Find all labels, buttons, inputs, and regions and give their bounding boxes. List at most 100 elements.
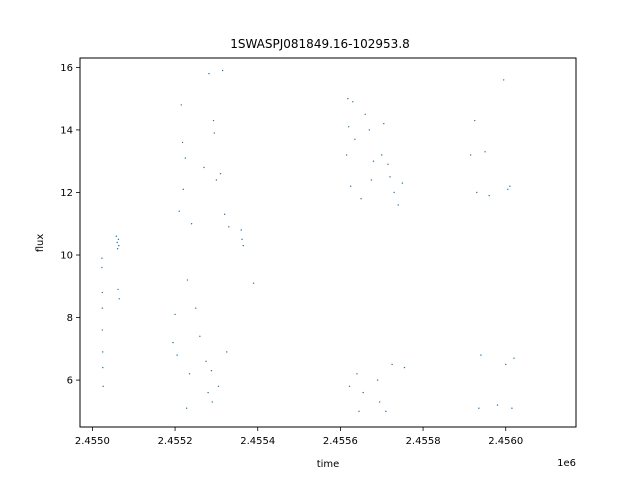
data-point (381, 154, 383, 156)
data-point (101, 329, 104, 331)
data-point (203, 166, 205, 169)
x-tick-label: 2.4550 (75, 436, 110, 447)
data-point (389, 176, 391, 178)
data-point (228, 226, 230, 228)
data-point (478, 407, 480, 409)
data-point (352, 101, 354, 103)
data-point (221, 69, 224, 72)
data-point (208, 72, 210, 75)
y-tick-label: 16 (60, 63, 73, 74)
data-point (115, 235, 118, 237)
data-point (474, 119, 476, 122)
data-point (102, 351, 104, 353)
data-point (174, 313, 176, 316)
data-point (480, 354, 482, 356)
data-point (511, 407, 513, 409)
y-tick-label: 8 (67, 313, 73, 324)
data-point (391, 363, 393, 366)
data-point (205, 360, 207, 363)
data-point (387, 163, 389, 166)
data-point (181, 141, 184, 144)
data-point (101, 266, 103, 269)
data-point (393, 191, 395, 194)
data-point (212, 119, 215, 122)
y-tick-label: 10 (60, 251, 73, 262)
data-point (370, 179, 373, 181)
data-point (476, 191, 478, 194)
data-point (368, 129, 371, 131)
data-point (178, 210, 180, 212)
data-point (184, 157, 187, 159)
data-point (356, 373, 358, 375)
data-point (350, 185, 352, 187)
data-point (219, 173, 222, 175)
data-point (469, 154, 472, 156)
chart-title: 1SWASPJ081849.16-102953.8 (230, 37, 410, 51)
y-tick-label: 6 (67, 376, 73, 387)
x-tick-label: 2.4552 (158, 436, 193, 447)
data-point (217, 385, 220, 388)
x-axis-offset-label: 1e6 (557, 458, 576, 469)
data-point (360, 198, 362, 200)
data-point (345, 154, 348, 156)
data-point (347, 126, 350, 128)
data-point (207, 391, 209, 394)
data-point (378, 401, 381, 403)
data-point (488, 194, 490, 197)
data-point (385, 410, 387, 413)
data-point (241, 238, 243, 241)
data-point (101, 291, 104, 294)
data-point (403, 366, 406, 369)
y-tick-label: 12 (60, 188, 73, 199)
data-point (116, 248, 119, 250)
data-point (354, 138, 356, 141)
data-point (211, 401, 213, 403)
x-tick-label: 2.4554 (240, 436, 275, 447)
data-point (176, 354, 178, 356)
data-point (102, 366, 104, 369)
data-point (180, 104, 182, 106)
data-point (116, 241, 118, 244)
data-point (215, 179, 218, 181)
y-axis-ticks: 6 8 10 12 14 16 (60, 63, 80, 387)
data-point (118, 298, 120, 300)
data-point (242, 244, 244, 247)
x-tick-label: 2.4560 (488, 436, 523, 447)
data-point (364, 113, 366, 115)
x-tick-label: 2.4558 (406, 436, 441, 447)
data-point (102, 385, 104, 388)
data-point (118, 244, 120, 247)
plot-frame (79, 57, 577, 428)
data-point (401, 182, 404, 184)
data-point (240, 229, 242, 231)
data-point (226, 351, 228, 353)
data-point (185, 407, 188, 409)
data-point (383, 122, 385, 125)
data-point (347, 97, 349, 100)
data-point (117, 238, 120, 241)
data-point (376, 379, 379, 381)
data-point (188, 373, 191, 375)
y-axis-label: flux (35, 234, 46, 253)
data-point (223, 213, 226, 216)
data-point (210, 370, 213, 372)
data-point (182, 188, 185, 191)
data-point (348, 385, 351, 388)
data-point (513, 357, 515, 359)
data-point (213, 132, 216, 134)
data-point (172, 341, 174, 344)
data-point (195, 307, 197, 309)
data-point (358, 410, 360, 413)
x-axis-label: time (317, 459, 340, 470)
data-point (507, 188, 509, 191)
data-point (496, 404, 499, 406)
x-tick-label: 2.4556 (323, 436, 358, 447)
data-point (502, 79, 505, 81)
data-point (362, 391, 364, 394)
data-point (372, 160, 375, 162)
data-point (186, 279, 189, 281)
data-point (252, 282, 255, 284)
data-points (101, 69, 515, 413)
data-point (101, 257, 103, 259)
